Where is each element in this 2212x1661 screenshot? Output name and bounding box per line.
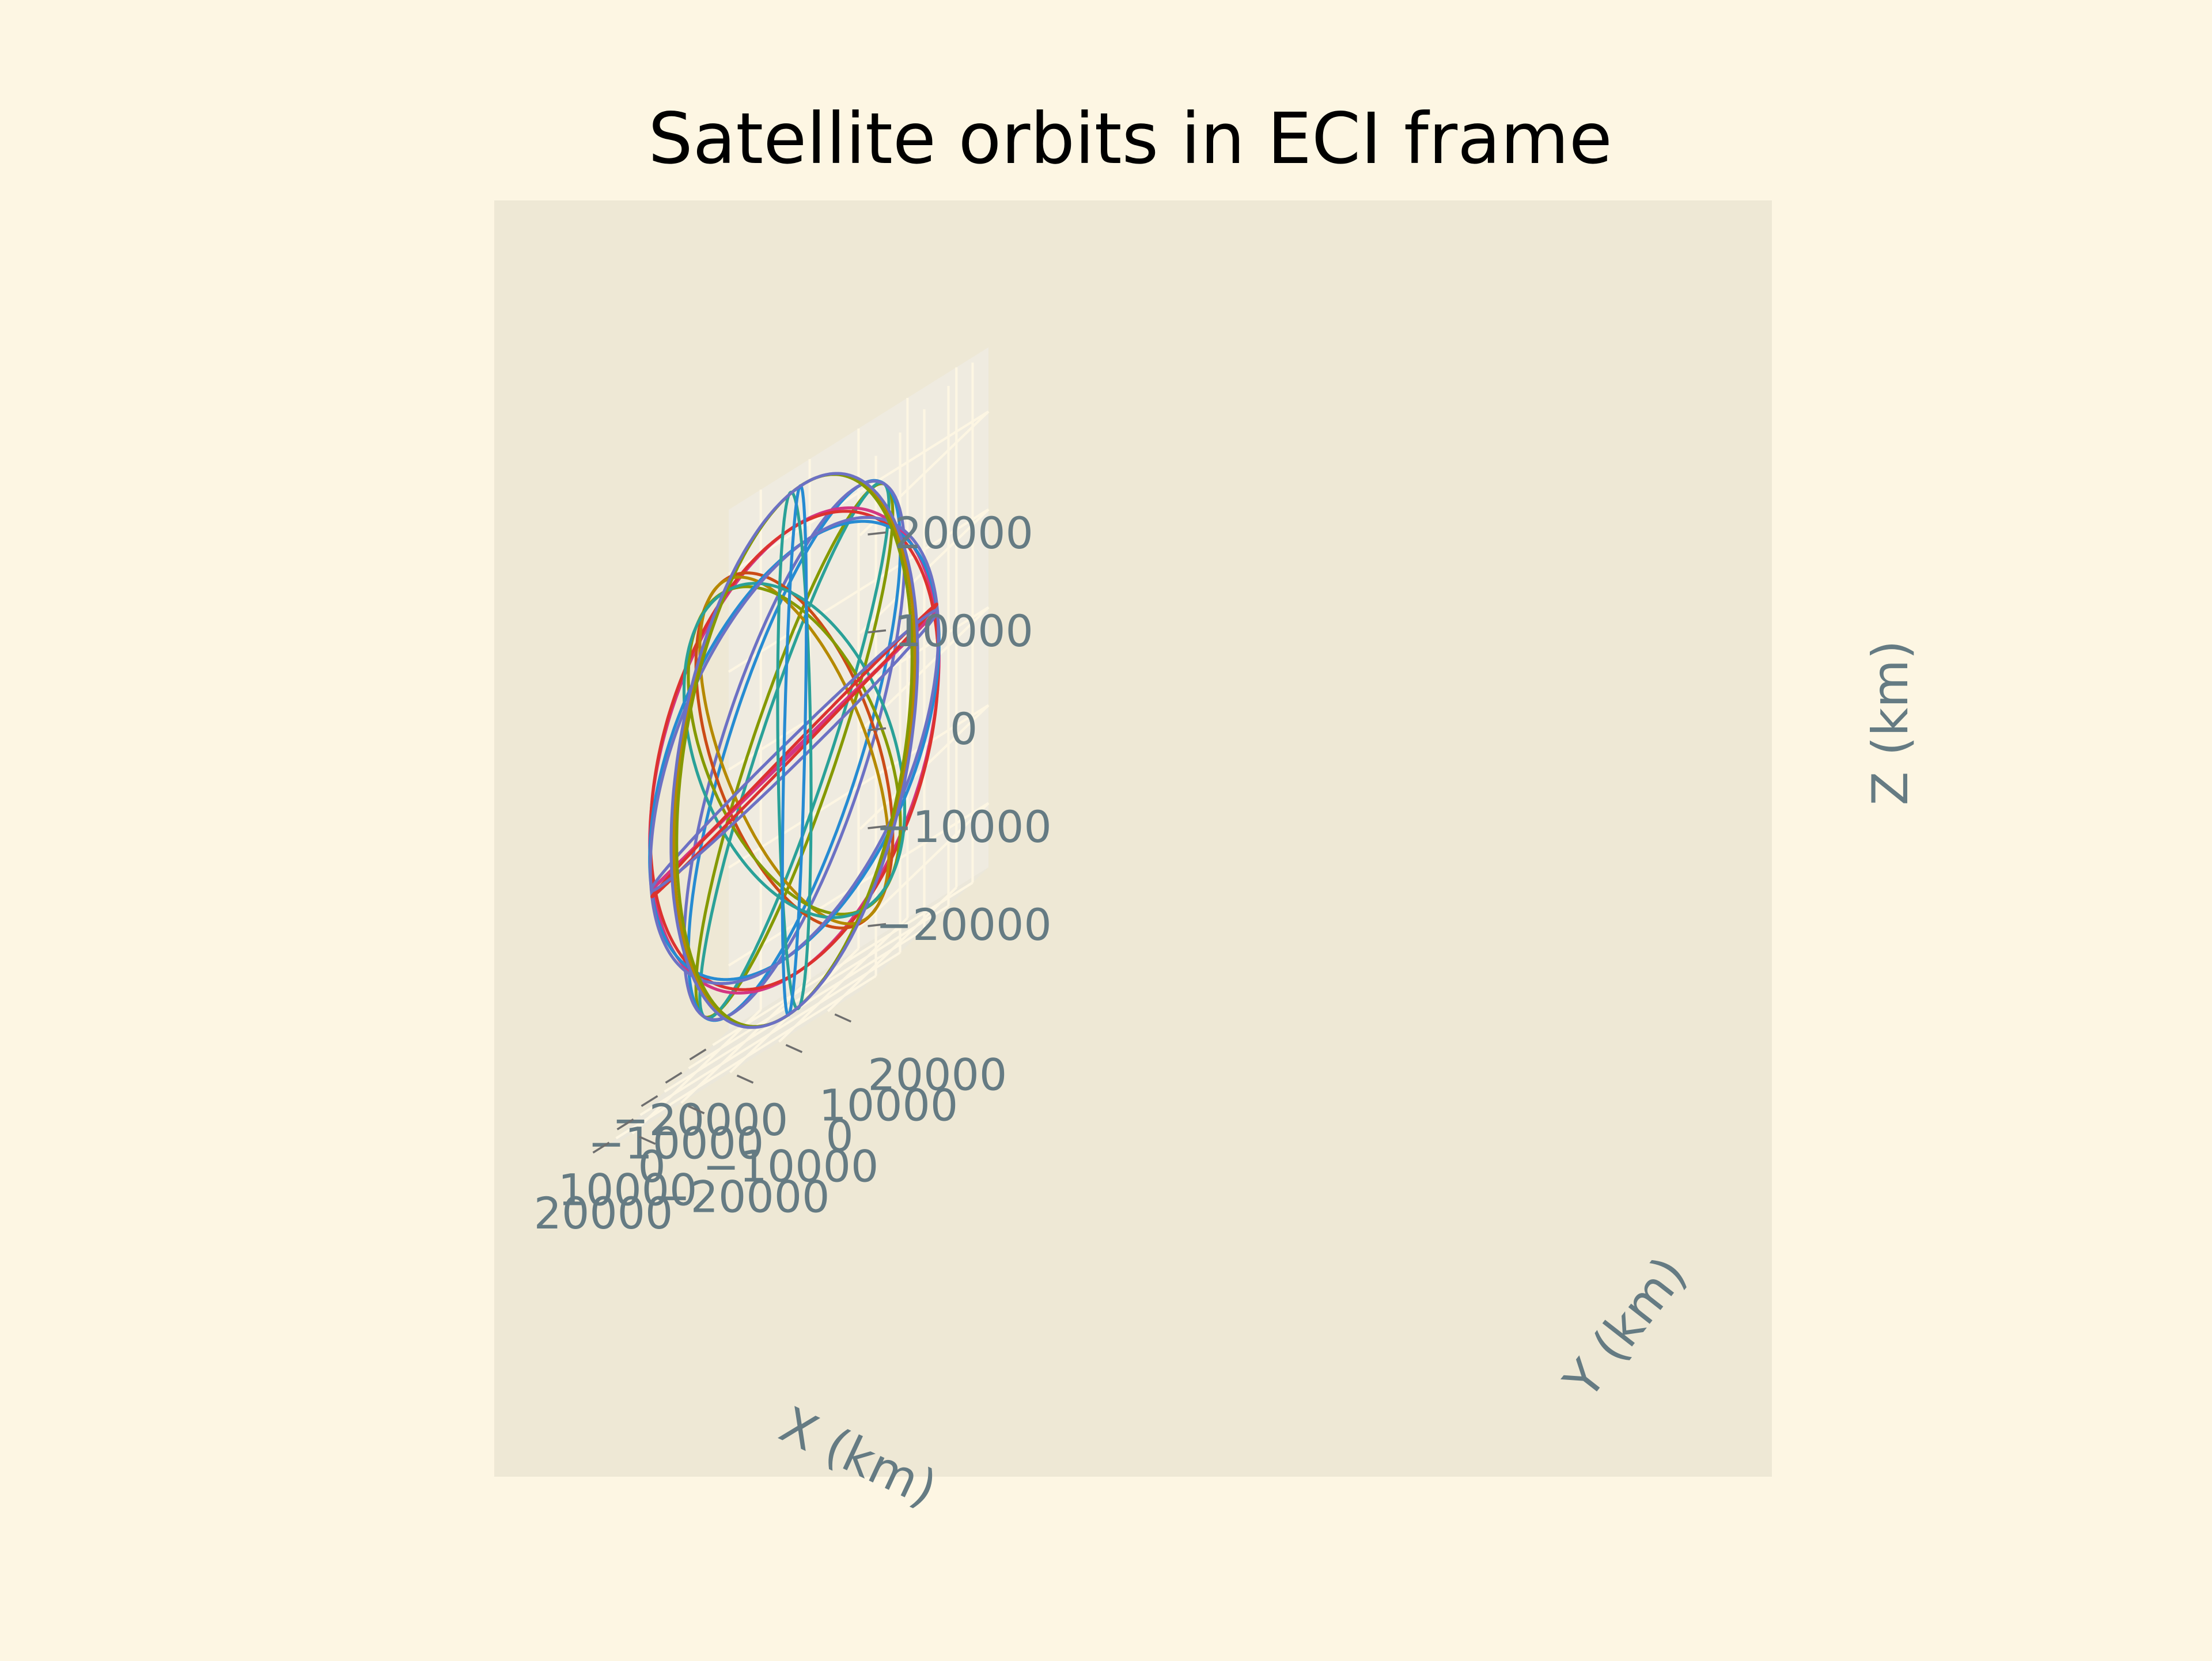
orbit-line-20: [669, 472, 919, 1029]
orbit-line-17: [675, 473, 914, 1028]
x-tick-mark: [665, 1072, 683, 1084]
z-tick-mark: [868, 923, 887, 927]
z-tick-label: 20000: [894, 507, 1033, 559]
orbit-line-10: [682, 582, 907, 919]
y-tick-mark: [736, 1074, 754, 1084]
grid-line-z-left: [728, 508, 990, 673]
x-tick-mark: [689, 1048, 707, 1061]
x-tick-label: 20000: [534, 1188, 673, 1239]
z-tick-mark: [868, 531, 887, 536]
grid-line-z-left: [728, 410, 990, 575]
y-tick-mark: [638, 1136, 656, 1145]
x-tick-mark: [641, 1095, 658, 1107]
chart-title: Satellite orbits in ECI frame: [648, 98, 1612, 180]
y-tick-label: 20000: [868, 1049, 1007, 1100]
z-axis-label: Z (km): [1862, 640, 1919, 806]
y-tick-label: 10000: [819, 1079, 959, 1131]
z-tick-label: −20000: [876, 899, 1051, 950]
z-tick-label: 10000: [894, 605, 1033, 657]
grid-line-y-floor: [631, 1008, 762, 1135]
x-tick-label: 0: [638, 1141, 665, 1192]
z-tick-mark: [868, 629, 887, 634]
grid-line-y-floor: [827, 886, 957, 1012]
z-tick-mark: [868, 825, 887, 829]
axes-background: [494, 200, 1772, 1477]
orbit-line-19: [781, 484, 808, 1017]
y-tick-label: −10000: [703, 1141, 878, 1192]
z-tick-label: −10000: [876, 801, 1051, 852]
orbit-line-18: [776, 490, 813, 1011]
z-tick-mark: [868, 727, 887, 731]
y-tick-label: 0: [825, 1110, 853, 1162]
y-tick-mark: [785, 1044, 803, 1053]
x-tick-mark: [592, 1142, 610, 1154]
orbit-series: [648, 472, 941, 1029]
axis-ticks: −20000−1000001000020000−20000−1000001000…: [534, 507, 1052, 1239]
x-tick-label: 10000: [558, 1165, 698, 1216]
x-tick-mark: [616, 1118, 634, 1131]
grid-line-y-floor: [680, 978, 811, 1104]
z-tick-label: 0: [950, 703, 978, 754]
orbit-line-14: [650, 602, 938, 898]
grid-line-z-back: [859, 802, 990, 928]
y-tick-mark: [834, 1013, 852, 1023]
x-tick-label: −10000: [588, 1118, 764, 1169]
y-tick-mark: [687, 1105, 705, 1114]
grid-line-y-floor: [778, 917, 908, 1043]
y-tick-label: −20000: [654, 1171, 830, 1223]
orbit-line-12: [649, 515, 940, 985]
